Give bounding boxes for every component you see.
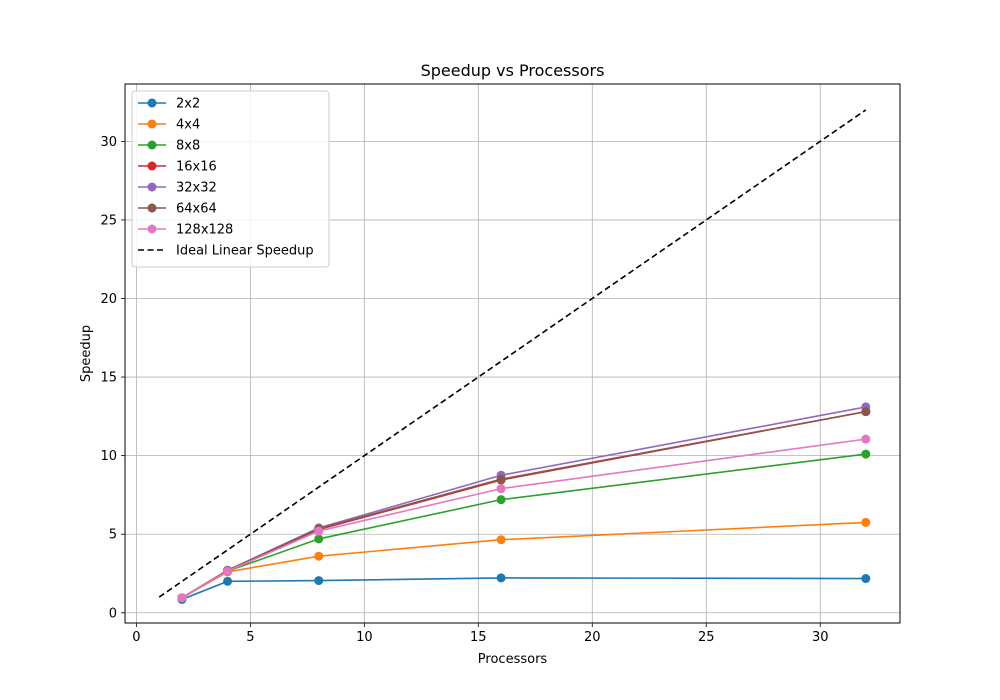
legend-item: 32x32 [138,181,217,196]
y-tick-label: 25 [100,213,117,228]
legend-marker [147,98,157,108]
data-point [314,551,324,561]
legend-marker [147,203,157,213]
x-tick-label: 10 [356,630,373,645]
y-tick-label: 15 [100,371,117,386]
y-tick-label: 30 [100,135,117,150]
legend-item: Ideal Linear Speedup [138,244,314,259]
data-point [861,517,871,527]
legend-label: 64x64 [176,202,217,217]
series-line [158,109,867,598]
tick-layer: 0 5 10 15 20 25 30 0 5 10 15 20 25 30 [100,135,828,645]
x-tick-label: 20 [584,630,601,645]
y-tick-label: 10 [100,449,117,464]
legend-item: 16x16 [138,160,217,175]
series-ideal-linear-speedup [158,109,867,598]
chart-title: Speedup vs Processors [421,61,605,80]
grid-layer [125,84,900,623]
data-point [314,534,324,544]
x-tick-label: 5 [246,630,254,645]
x-axis-label: Processors [478,652,548,667]
data-point [314,526,324,536]
legend-label: 32x32 [176,181,217,196]
legend-marker [147,224,157,234]
data-point [861,574,871,584]
data-point [223,576,233,586]
legend: 2x2 4x4 8x8 16x16 32x32 64x64 128x128 Ideal Lin… [131,90,330,268]
data-point [496,474,506,484]
legend-label: 4x4 [176,118,200,133]
series-128x128 [177,434,871,603]
legend-label: Ideal Linear Speedup [176,244,314,259]
legend-marker [147,140,157,150]
x-tick-label: 25 [698,630,715,645]
data-point [496,535,506,545]
y-tick-label: 5 [109,528,117,543]
legend-label: 2x2 [176,97,200,112]
legend-item: 128x128 [138,223,233,238]
data-point [496,495,506,505]
legend-label: 128x128 [176,223,233,238]
x-tick-label: 15 [470,630,487,645]
legend-marker [147,119,157,129]
y-tick-label: 0 [109,606,117,621]
x-tick-label: 30 [812,630,829,645]
data-point [314,576,324,586]
legend-label: 16x16 [176,160,217,175]
y-axis-label: Speedup [79,325,94,382]
series-layer [158,109,871,604]
legend-marker [147,182,157,192]
legend-marker [147,161,157,171]
y-tick-label: 20 [100,292,117,307]
data-point [496,484,506,494]
data-point [496,573,506,583]
legend-box [131,90,330,268]
legend-item: 2x2 [138,97,200,112]
legend-item: 4x4 [138,118,200,133]
legend-item: 64x64 [138,202,217,217]
data-point [861,434,871,444]
data-point [223,566,233,576]
legend-label: 8x8 [176,139,200,154]
data-point [177,593,187,603]
legend-item: 8x8 [138,139,200,154]
plot-frame [124,83,901,624]
x-tick-label: 0 [132,630,140,645]
data-point [861,449,871,459]
data-point [861,407,871,417]
